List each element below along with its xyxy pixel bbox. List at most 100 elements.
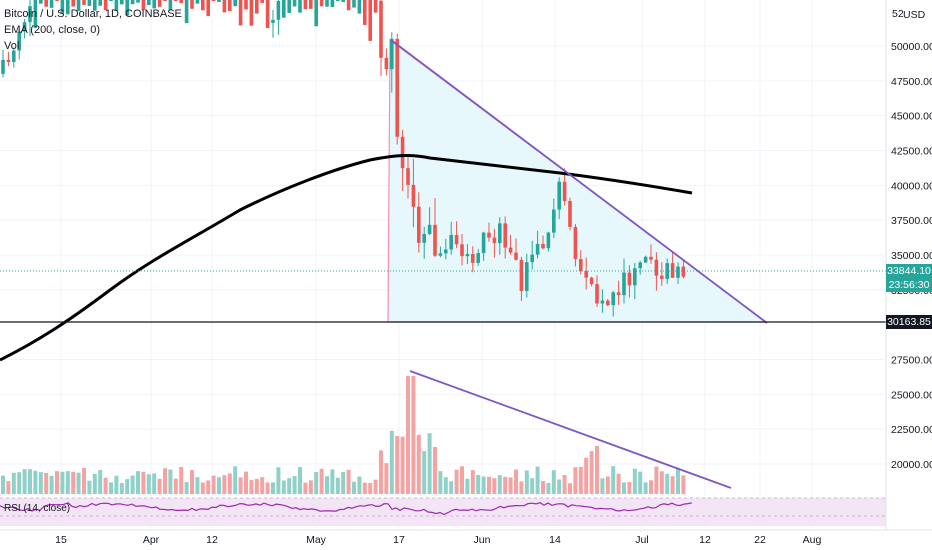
volume-bar	[92, 473, 97, 494]
candle-body	[498, 223, 502, 244]
volume-bar	[119, 482, 124, 494]
volume-bar	[87, 480, 92, 494]
candle-body	[22, 22, 27, 32]
symbol-title[interactable]: Bitcoin / U.S. Dollar, 1D, COINBASE	[4, 8, 182, 20]
price-tick-label: 50000.00	[891, 41, 932, 53]
candle-body	[638, 262, 642, 269]
volume-bar	[406, 376, 410, 494]
volume-bar	[346, 469, 351, 494]
candle-body	[557, 181, 561, 210]
candle-body	[514, 252, 518, 260]
candle-body	[233, 0, 237, 7]
candle-body	[103, 0, 108, 11]
rsi-legend[interactable]: RSI (14, close)	[4, 503, 71, 514]
candle-body	[33, 0, 38, 28]
candle-body	[109, 0, 113, 1]
price-tick-label: 25000.00	[891, 389, 932, 401]
candle-body	[168, 0, 173, 11]
volume-bar	[465, 478, 470, 494]
candle-body	[530, 254, 534, 263]
volume-bar	[514, 469, 518, 494]
candle-body	[643, 256, 648, 263]
volume-bar	[260, 477, 265, 494]
candle-body	[82, 0, 86, 5]
volume-bar	[578, 466, 583, 494]
candle-body	[492, 237, 497, 244]
volume-bar	[136, 471, 140, 494]
candle-body	[681, 266, 686, 277]
volume-bar	[238, 477, 243, 494]
volume-bar	[157, 478, 162, 494]
time-tick-label: May	[306, 534, 327, 546]
candle-body	[60, 0, 65, 14]
candle-body	[179, 0, 183, 4]
candle-body	[120, 0, 124, 5]
candle-body	[368, 0, 372, 41]
candle-body	[201, 0, 205, 11]
candle-body	[427, 224, 432, 234]
candle-body	[508, 247, 513, 253]
volume-bar	[200, 482, 205, 494]
currency-label[interactable]: USD	[903, 9, 926, 21]
candle-body	[228, 0, 232, 12]
price-tick-label: 37500.00	[891, 215, 932, 227]
volume-bar	[281, 480, 286, 494]
candle-body	[654, 259, 659, 276]
candle-body	[287, 0, 291, 13]
candle-body	[363, 0, 367, 25]
volume-bar	[163, 468, 167, 494]
volume-bar	[379, 450, 383, 494]
candle-body	[341, 0, 345, 2]
candle-body	[184, 0, 189, 24]
candle-body	[222, 0, 227, 13]
price-tick-label: 45000.00	[891, 111, 932, 123]
price-tick-label: 35000.00	[891, 250, 932, 262]
volume-bar	[28, 469, 32, 494]
candle-body	[379, 0, 383, 58]
volume-bar	[303, 482, 308, 494]
price-trendline[interactable]	[390, 39, 768, 324]
candle-body	[157, 0, 162, 7]
volume-bar	[82, 468, 86, 494]
price-tick-label: 22500.00	[891, 424, 932, 436]
candle-body	[595, 284, 599, 304]
candle-body	[44, 0, 48, 7]
volume-bar	[492, 478, 497, 494]
volume-bar	[389, 430, 394, 494]
volume-bar	[632, 468, 637, 494]
candle-body	[649, 256, 653, 260]
volume-bar	[460, 466, 464, 494]
volume-bar	[573, 467, 578, 494]
candle-body	[336, 0, 340, 1]
candle-body	[49, 0, 54, 8]
volume-bar	[449, 481, 454, 494]
candle-body	[373, 0, 378, 13]
price-tick-label: 40000.00	[891, 180, 932, 192]
time-tick-label: 12	[699, 534, 711, 546]
volume-legend[interactable]: Vol	[4, 40, 20, 52]
volume-bar	[368, 483, 373, 494]
volume-bar	[60, 471, 65, 494]
time-tick-label: 17	[393, 534, 405, 546]
candle-body	[71, 0, 75, 7]
rsi-line	[0, 502, 693, 516]
candle-body	[519, 259, 524, 291]
candle-body	[589, 277, 594, 285]
candle-body	[417, 206, 421, 243]
candle-body	[260, 0, 264, 3]
ema-legend[interactable]: EMA (200, close, 0)	[4, 24, 100, 36]
volume-bar	[179, 466, 184, 494]
volume-trendline[interactable]	[409, 370, 732, 489]
candle-body	[303, 0, 308, 10]
volume-bar	[249, 479, 254, 494]
volume-bar	[676, 467, 680, 494]
candle-body	[1, 59, 5, 74]
volume-bar	[44, 472, 49, 494]
candle-body	[406, 168, 410, 185]
volume-bar	[681, 475, 686, 494]
candle-body	[271, 19, 275, 23]
candle-body	[282, 0, 286, 18]
candle-body	[660, 275, 664, 279]
candle-body	[454, 234, 459, 245]
